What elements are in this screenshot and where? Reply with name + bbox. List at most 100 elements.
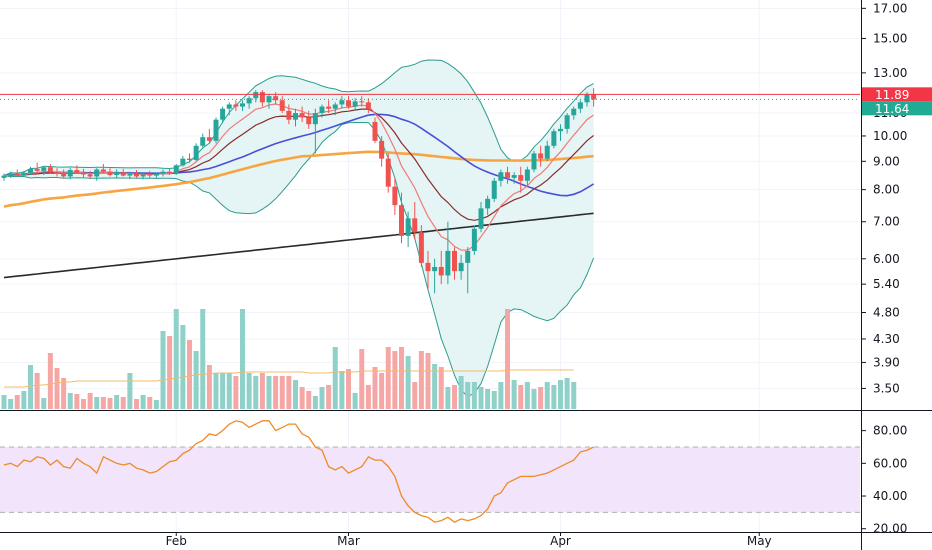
candle[interactable] [432, 258, 438, 294]
candle[interactable] [399, 192, 404, 244]
candle[interactable] [312, 108, 318, 154]
volume-bar [61, 378, 67, 409]
candle[interactable] [551, 128, 557, 149]
volume-bar [266, 376, 272, 409]
candle[interactable] [233, 100, 239, 111]
candle[interactable] [458, 254, 464, 280]
candle[interactable] [518, 166, 524, 193]
candle[interactable] [54, 168, 60, 177]
candle[interactable] [465, 247, 471, 294]
candle-body [392, 186, 398, 206]
candle[interactable] [206, 128, 212, 144]
candle[interactable] [134, 170, 139, 178]
candle[interactable] [173, 163, 179, 176]
candle[interactable] [379, 135, 385, 167]
candle[interactable] [87, 170, 93, 180]
candle-body [299, 113, 305, 118]
candle[interactable] [372, 117, 378, 144]
candle[interactable] [352, 98, 358, 111]
candle[interactable] [246, 96, 252, 109]
candle[interactable] [365, 98, 371, 114]
candle[interactable] [405, 211, 411, 248]
candle[interactable] [418, 225, 424, 267]
candle[interactable] [498, 169, 504, 187]
candle[interactable] [259, 90, 265, 107]
candle[interactable] [571, 106, 577, 120]
candle[interactable] [67, 168, 73, 180]
candle[interactable] [286, 104, 292, 125]
candle[interactable] [21, 170, 27, 178]
candle[interactable] [279, 96, 285, 114]
candle[interactable] [74, 165, 80, 174]
candle[interactable] [180, 156, 186, 167]
candle[interactable] [193, 143, 199, 162]
candle[interactable] [167, 168, 173, 176]
candle[interactable] [591, 88, 597, 107]
candle[interactable] [319, 104, 325, 118]
candlesticks[interactable] [1, 88, 597, 294]
candle[interactable] [47, 163, 53, 174]
candle[interactable] [41, 166, 47, 176]
candle[interactable] [505, 166, 510, 184]
candle[interactable] [200, 133, 206, 149]
volume-bar [385, 347, 391, 409]
candle[interactable] [564, 113, 570, 134]
candle[interactable] [538, 145, 544, 167]
candle[interactable] [187, 153, 192, 163]
candle[interactable] [531, 150, 537, 173]
candle[interactable] [332, 102, 338, 116]
candle[interactable] [339, 96, 345, 109]
candle[interactable] [478, 201, 484, 233]
candle[interactable] [61, 169, 67, 178]
candle-body [412, 218, 418, 233]
volume-bar [498, 382, 504, 409]
candle[interactable] [438, 250, 444, 285]
candle[interactable] [491, 177, 497, 202]
candle[interactable] [81, 168, 86, 178]
candle[interactable] [100, 163, 106, 174]
candle[interactable] [153, 172, 159, 179]
candle[interactable] [392, 177, 398, 215]
candle[interactable] [34, 162, 40, 173]
candle[interactable] [385, 153, 391, 193]
candle[interactable] [120, 168, 126, 177]
candle[interactable] [346, 96, 351, 109]
candle[interactable] [107, 168, 113, 177]
candle[interactable] [511, 172, 517, 184]
candle[interactable] [28, 166, 33, 176]
candle-body [425, 262, 431, 272]
candle[interactable] [293, 108, 298, 127]
candle[interactable] [253, 90, 259, 103]
volume-bar [259, 373, 265, 409]
candle[interactable] [425, 250, 431, 289]
candle[interactable] [8, 171, 14, 178]
candle[interactable] [127, 171, 133, 180]
candle[interactable] [160, 169, 166, 177]
candle[interactable] [485, 195, 491, 215]
candle[interactable] [140, 172, 146, 180]
candle[interactable] [220, 106, 226, 124]
candle[interactable] [114, 169, 120, 178]
candle[interactable] [412, 201, 418, 240]
candle[interactable] [240, 100, 245, 111]
candle[interactable] [94, 168, 100, 181]
candle[interactable] [299, 106, 305, 122]
candle[interactable] [558, 124, 563, 141]
price-tick-label: 8.00 [873, 183, 900, 197]
candle[interactable] [359, 96, 365, 107]
candle[interactable] [14, 169, 20, 177]
candle[interactable] [577, 100, 583, 114]
candle[interactable] [524, 166, 530, 187]
candle[interactable] [326, 100, 332, 114]
candle[interactable] [471, 225, 477, 255]
candle[interactable] [1, 173, 7, 181]
candle[interactable] [147, 170, 153, 178]
candle[interactable] [452, 247, 457, 280]
candle[interactable] [226, 102, 232, 116]
candle[interactable] [306, 110, 312, 129]
volume-bar [94, 397, 100, 409]
candle[interactable] [544, 140, 550, 162]
candle[interactable] [213, 117, 219, 144]
candle[interactable] [445, 221, 451, 285]
